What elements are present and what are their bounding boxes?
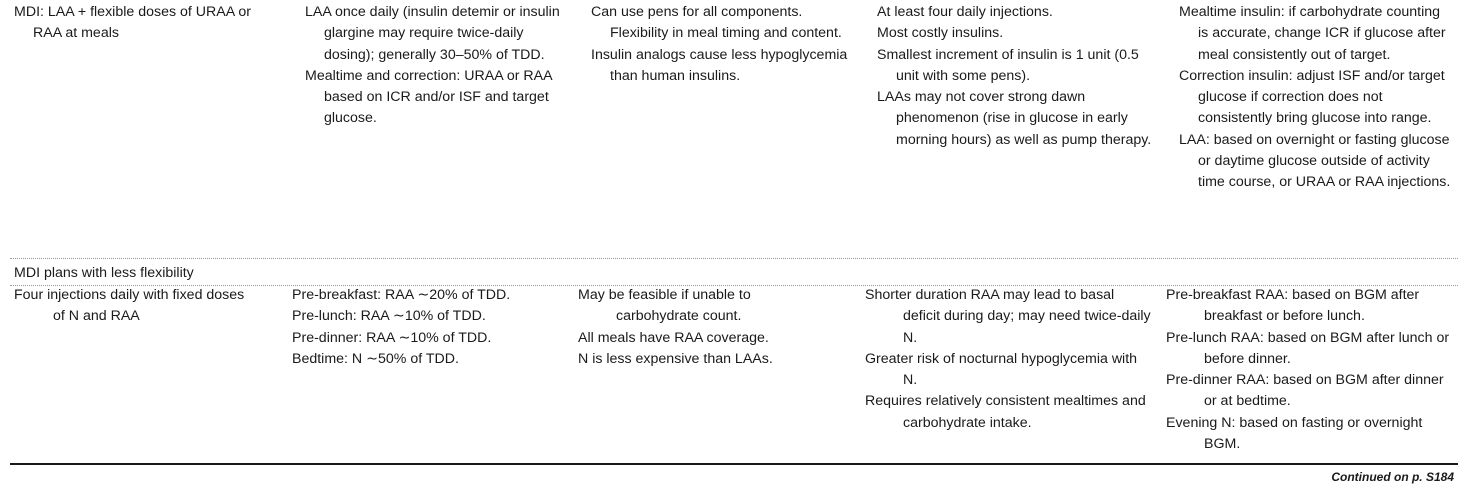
row2-disadvantages-line: Shorter duration RAA may lead to basal d… xyxy=(865,287,1151,346)
row2-adjusting-line: Pre-lunch RAA: based on BGM after lunch … xyxy=(1166,329,1450,367)
row2-adjusting-line: Evening N: based on fasting or overnight… xyxy=(1166,414,1423,453)
row1-disadvantages-line: At least four daily injections. xyxy=(877,4,1053,20)
row2-dosing-line: Pre-lunch: RAA ∼10% of TDD. xyxy=(292,308,486,325)
row2-advantages-cell: May be feasible if unable to carbohydrat… xyxy=(578,285,813,370)
table-bottom-rule xyxy=(10,463,1458,465)
row2-disadvantages-line: Requires relatively consistent mealtimes… xyxy=(865,393,1146,431)
row1-adjusting-cell: Mealtime insulin: if carbohydrate counti… xyxy=(1179,2,1453,194)
row1-disadvantages-line: Most costly insulins. xyxy=(877,25,1004,42)
row2-dosing-line: Bedtime: N ∼50% of TDD. xyxy=(292,350,459,367)
continued-note: Continued on p. S184 xyxy=(1331,470,1454,484)
row2-advantages-line: All meals have RAA coverage. xyxy=(578,329,769,346)
row2-dosing-line: Pre-breakfast: RAA ∼20% of TDD. xyxy=(292,287,511,303)
section-label: MDI plans with less flexibility xyxy=(14,265,194,281)
row2-adjusting-line: Pre-dinner RAA: based on BGM after dinne… xyxy=(1166,372,1444,410)
row1-disadvantages-line: Smallest increment of insulin is 1 unit … xyxy=(877,46,1139,84)
row2-adjusting-line: Pre-breakfast RAA: based on BGM after br… xyxy=(1166,287,1420,325)
row1-adjusting-line: Mealtime insulin: if carbohydrate counti… xyxy=(1179,4,1446,63)
row2-disadvantages-cell: Shorter duration RAA may lead to basal d… xyxy=(865,285,1155,434)
row1-disadvantages-cell: At least four daily injections. Most cos… xyxy=(877,2,1159,151)
row2-dosing-line: Pre-dinner: RAA ∼10% of TDD. xyxy=(292,329,492,346)
row1-dosing-line: Mealtime and correction: URAA or RAA bas… xyxy=(305,67,552,127)
row1-dosing-line: LAA once daily (insulin detemir or insul… xyxy=(305,4,560,63)
row-divider xyxy=(10,258,1458,259)
row1-advantages-cell: Can use pens for all components. Flexibi… xyxy=(591,2,849,87)
row2-advantages-line: N is less expensive than LAAs. xyxy=(578,350,773,367)
row1-adjusting-line: LAA: based on overnight or fasting gluco… xyxy=(1179,131,1451,191)
row1-plan-text: MDI: LAA + flexible doses of URAA or RAA… xyxy=(14,4,251,42)
row2-plan-cell: Four injections daily with fixed doses o… xyxy=(14,285,254,328)
section-divider xyxy=(10,285,1458,286)
row2-plan-text: Four injections daily with fixed doses o… xyxy=(14,287,245,325)
row1-plan-cell: MDI: LAA + flexible doses of URAA or RAA… xyxy=(14,2,280,45)
row2-dosing-cell: Pre-breakfast: RAA ∼20% of TDD. Pre-lunc… xyxy=(292,285,562,370)
row1-adjusting-line: Correction insulin: adjust ISF and/or ta… xyxy=(1179,67,1445,127)
row1-disadvantages-line: LAAs may not cover strong dawn phenomeno… xyxy=(877,89,1152,148)
row1-advantages-line: Can use pens for all components. Flexibi… xyxy=(591,4,842,42)
row1-advantages-line: Insulin analogs cause less hypoglycemia … xyxy=(591,46,848,84)
row1-dosing-cell: LAA once daily (insulin detemir or insul… xyxy=(305,2,570,130)
row2-advantages-line: May be feasible if unable to carbohydrat… xyxy=(578,287,751,325)
row2-adjusting-cell: Pre-breakfast RAA: based on BGM after br… xyxy=(1166,285,1456,455)
row2-disadvantages-line: Greater risk of nocturnal hypoglycemia w… xyxy=(865,350,1138,389)
